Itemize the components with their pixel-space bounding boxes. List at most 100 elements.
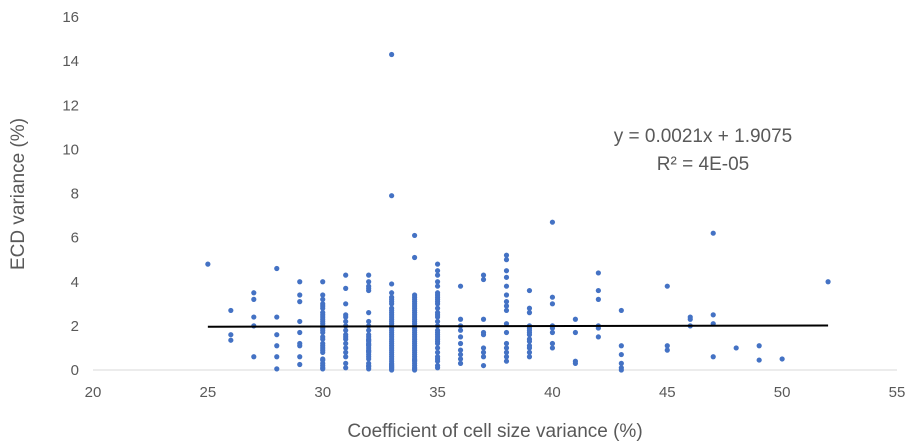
data-point bbox=[366, 279, 372, 285]
y-tick-label: 8 bbox=[71, 186, 79, 203]
data-point bbox=[251, 290, 257, 296]
data-point bbox=[389, 290, 395, 296]
data-point bbox=[320, 349, 326, 355]
data-point bbox=[228, 332, 234, 338]
data-point bbox=[549, 219, 556, 225]
data-point bbox=[434, 318, 441, 325]
y-axis-title: ECD variance (%) bbox=[8, 118, 29, 270]
data-point bbox=[503, 340, 510, 347]
y-tick-label: 16 bbox=[62, 9, 79, 26]
data-point bbox=[343, 314, 349, 320]
data-point bbox=[366, 287, 372, 294]
data-point bbox=[251, 314, 257, 320]
data-point bbox=[756, 343, 762, 349]
y-tick-label: 14 bbox=[62, 53, 79, 70]
data-point bbox=[503, 321, 510, 327]
data-point bbox=[434, 283, 441, 289]
data-point bbox=[343, 318, 349, 325]
data-point bbox=[434, 261, 441, 267]
data-point bbox=[434, 314, 441, 320]
data-point bbox=[297, 279, 303, 285]
data-point bbox=[343, 285, 349, 291]
data-point bbox=[434, 268, 441, 274]
x-tick-label: 30 bbox=[314, 384, 331, 401]
data-point bbox=[480, 349, 487, 355]
data-point bbox=[343, 349, 349, 355]
data-point bbox=[412, 232, 418, 239]
data-point bbox=[389, 301, 395, 307]
data-point bbox=[297, 318, 303, 325]
data-point bbox=[618, 360, 624, 366]
data-point bbox=[457, 360, 464, 366]
data-point bbox=[549, 301, 556, 307]
data-point bbox=[205, 261, 211, 267]
data-point bbox=[434, 305, 441, 311]
data-point bbox=[457, 347, 464, 353]
data-point bbox=[664, 347, 670, 353]
data-point bbox=[434, 358, 441, 364]
data-point bbox=[320, 305, 326, 311]
data-point bbox=[503, 299, 510, 305]
data-point bbox=[503, 329, 510, 336]
data-point bbox=[457, 340, 464, 347]
x-tick-label: 20 bbox=[85, 384, 102, 401]
data-point bbox=[503, 292, 510, 298]
data-point bbox=[572, 316, 579, 322]
y-tick-label: 0 bbox=[71, 362, 79, 379]
data-point bbox=[687, 316, 693, 322]
data-point bbox=[274, 332, 280, 338]
data-point bbox=[251, 354, 257, 360]
data-point bbox=[343, 340, 349, 347]
data-point bbox=[434, 349, 441, 355]
data-point bbox=[343, 360, 349, 366]
data-point bbox=[503, 358, 510, 364]
data-point bbox=[779, 356, 785, 362]
data-point bbox=[503, 354, 510, 360]
data-point bbox=[526, 305, 533, 311]
data-point bbox=[297, 361, 303, 368]
data-point bbox=[710, 230, 716, 236]
data-point bbox=[343, 354, 349, 360]
data-point bbox=[320, 366, 326, 372]
data-point bbox=[434, 340, 441, 347]
data-point bbox=[756, 357, 762, 363]
data-point bbox=[320, 279, 326, 285]
data-point bbox=[434, 301, 441, 307]
data-point bbox=[343, 301, 349, 307]
data-point bbox=[251, 296, 257, 302]
x-tick-label: 50 bbox=[774, 384, 791, 401]
data-point bbox=[366, 310, 372, 316]
data-point bbox=[503, 345, 510, 351]
trendline bbox=[207, 324, 829, 328]
data-point bbox=[366, 272, 372, 278]
data-point bbox=[343, 365, 349, 371]
data-point bbox=[526, 338, 533, 344]
data-point bbox=[228, 307, 234, 314]
data-point bbox=[320, 329, 326, 336]
data-point bbox=[389, 281, 395, 287]
data-point bbox=[274, 366, 280, 372]
data-point bbox=[457, 356, 464, 362]
data-point bbox=[457, 334, 464, 340]
data-point bbox=[366, 356, 372, 362]
data-point bbox=[297, 343, 303, 349]
data-point bbox=[412, 367, 418, 373]
data-point bbox=[480, 362, 487, 369]
data-point bbox=[710, 354, 716, 360]
data-point bbox=[320, 296, 326, 302]
y-tick-label: 6 bbox=[71, 230, 79, 247]
data-point bbox=[274, 343, 280, 349]
data-point bbox=[366, 318, 372, 325]
data-point bbox=[710, 312, 716, 318]
data-point bbox=[503, 274, 510, 280]
data-point bbox=[618, 351, 624, 358]
data-point bbox=[297, 299, 303, 305]
data-point bbox=[343, 345, 349, 351]
y-tick-label: 4 bbox=[71, 274, 79, 291]
data-point bbox=[503, 252, 510, 258]
data-point bbox=[434, 365, 441, 371]
y-tick-labels: 0 2 4 6 8 10 12 14 16 bbox=[62, 9, 79, 379]
x-tick-label: 35 bbox=[429, 384, 446, 401]
data-point bbox=[457, 316, 464, 322]
trendline-equation: y = 0.0021x + 1.9075 bbox=[614, 126, 793, 147]
